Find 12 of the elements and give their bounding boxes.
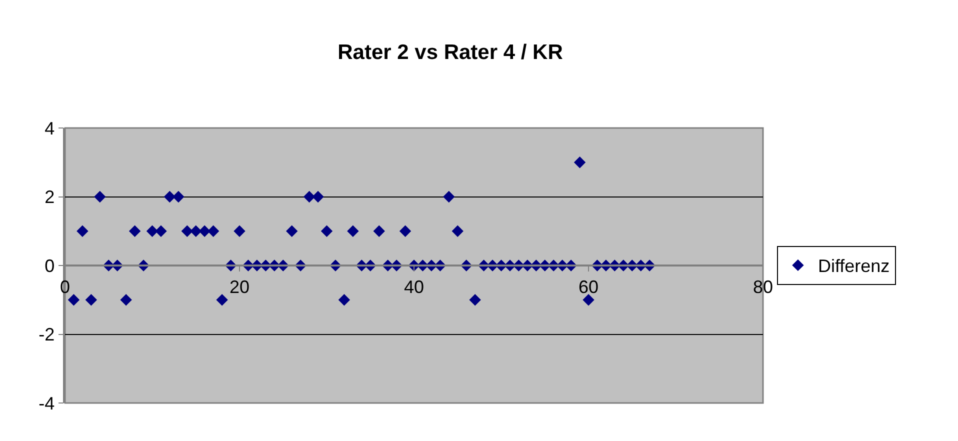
legend-label: Differenz [818, 256, 890, 276]
y-tick-label: 4 [44, 118, 55, 138]
x-tick-label: 0 [60, 276, 70, 297]
chart-title: Rater 2 vs Rater 4 / KR [338, 40, 563, 64]
x-tick-label: 60 [578, 276, 599, 297]
y-tick-label: 2 [44, 187, 55, 208]
y-tick-label: -2 [38, 324, 55, 345]
y-tick-label: 0 [44, 256, 55, 276]
x-tick-label: 20 [229, 276, 250, 297]
x-tick-label: 40 [404, 276, 424, 297]
y-tick-label: -4 [38, 393, 55, 414]
x-tick-label: 80 [752, 276, 774, 297]
